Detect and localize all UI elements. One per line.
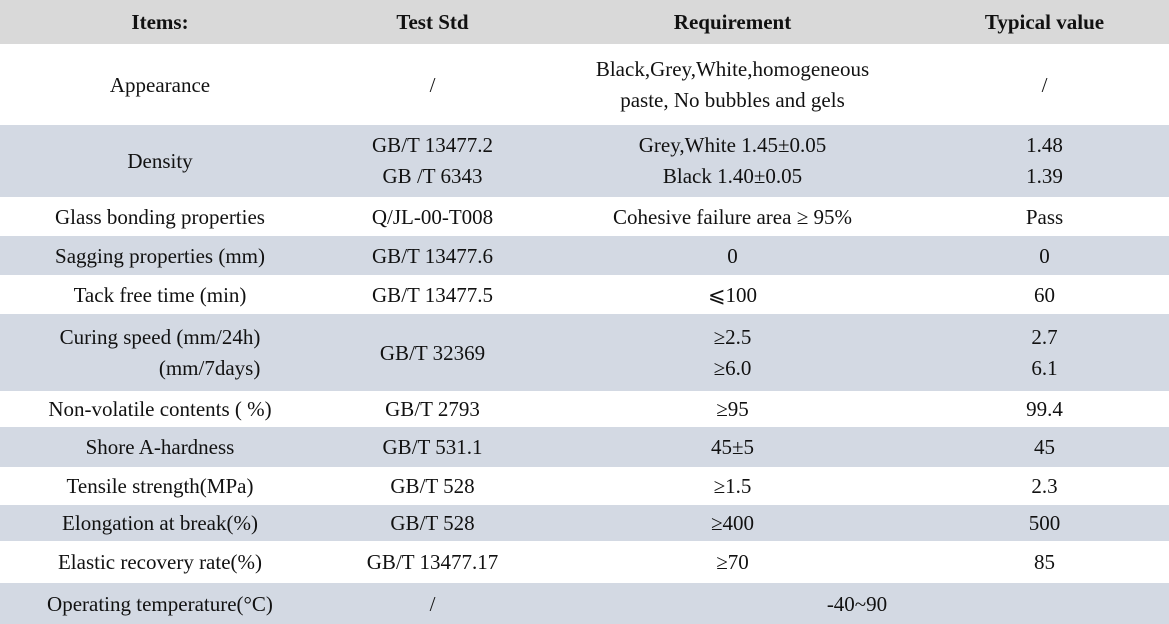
sagging-properties-typical-value-cell: 0	[1039, 243, 1050, 268]
elastic-recovery-rate-test-std-cell: GB/T 13477.17	[366, 550, 499, 575]
tack-free-time-test-std-cell: GB/T 13477.5	[372, 282, 493, 307]
elongation-at-break-test-std-cell: GB/T 528	[390, 511, 475, 536]
table-row-curing-speed: Curing speed (mm/24h) (mm/7days) GB/T 3236…	[0, 314, 1169, 391]
operating-temperature-item-cell: Operating temperature(°C)	[47, 591, 273, 616]
sagging-properties-requirement-cell: 0	[727, 243, 738, 268]
table-row-tack-free-time: Tack free time (min) GB/T 13477.5 ⩽100 60	[0, 275, 1169, 314]
column-header-requirement: Requirement	[673, 9, 792, 34]
operating-temperature-test-std-cell: /	[429, 591, 436, 616]
tensile-strength-requirement-cell: ≥1.5	[713, 474, 752, 499]
shore-a-hardness-requirement-cell: 45±5	[710, 435, 755, 460]
glass-bonding-properties-typical-value-cell: Pass	[1025, 204, 1064, 229]
header-row: Items: Test Std Requirement Typical valu…	[0, 0, 1169, 44]
table-row-sagging-properties: Sagging properties (mm) GB/T 13477.6 0 0	[0, 236, 1169, 275]
elongation-at-break-item-cell: Elongation at break(%)	[62, 511, 258, 536]
elastic-recovery-rate-typical-value-cell: 85	[1034, 550, 1055, 575]
shore-a-hardness-test-std-cell: GB/T 531.1	[382, 435, 483, 460]
curing-speed-requirement-cell: ≥2.5 ≥6.0	[713, 324, 752, 380]
tack-free-time-typical-value-cell: 60	[1034, 282, 1055, 307]
table-row-glass-bonding-properties: Glass bonding properties Q/JL-00-T008 Cohe…	[0, 197, 1169, 236]
density-typical-value-cell: 1.48 1.39	[1026, 133, 1063, 188]
elongation-at-break-typical-value-cell: 500	[1028, 511, 1061, 536]
tensile-strength-item-cell: Tensile strength(MPa)	[66, 474, 254, 499]
sagging-properties-item-cell: Sagging properties (mm)	[55, 243, 265, 268]
column-header-typical-value: Typical value	[984, 9, 1105, 34]
glass-bonding-properties-test-std-cell: Q/JL-00-T008	[371, 204, 494, 229]
density-requirement-cell: Grey,White 1.45±0.05 Black 1.40±0.05	[638, 133, 827, 188]
operating-temperature-requirement-cell: -40~90	[826, 591, 888, 616]
curing-speed-test-std-cell: GB/T 32369	[379, 340, 486, 365]
tensile-strength-typical-value-cell: 2.3	[1031, 474, 1058, 499]
non-volatile-contents-typical-value-cell: 99.4	[1026, 397, 1063, 422]
tensile-strength-test-std-cell: GB/T 528	[390, 474, 475, 499]
appearance-typical-value-cell: /	[1041, 72, 1048, 97]
density-item-cell: Density	[127, 149, 193, 174]
density-test-std-cell: GB/T 13477.2 GB /T 6343	[372, 133, 493, 188]
table-row-operating-temperature: Operating temperature(°C) / -40~90	[0, 583, 1169, 624]
non-volatile-contents-test-std-cell: GB/T 2793	[385, 397, 480, 422]
table-row-elastic-recovery-rate: Elastic recovery rate(%) GB/T 13477.17 ≥70…	[0, 541, 1169, 583]
shore-a-hardness-typical-value-cell: 45	[1034, 435, 1055, 460]
non-volatile-contents-requirement-cell: ≥95	[716, 397, 749, 422]
tack-free-time-requirement-cell: ⩽100	[707, 282, 758, 307]
table-row-tensile-strength: Tensile strength(MPa) GB/T 528 ≥1.5 2.3	[0, 467, 1169, 505]
elastic-recovery-rate-item-cell: Elastic recovery rate(%)	[57, 550, 263, 575]
column-header-items: Items:	[131, 9, 189, 34]
table-row-appearance: Appearance / Black,Grey,White,homogeneous p…	[0, 44, 1169, 125]
shore-a-hardness-item-cell: Shore A-hardness	[85, 435, 235, 460]
appearance-test-std-cell: /	[429, 72, 436, 97]
curing-speed-item-cell: Curing speed (mm/24h) (mm/7days)	[59, 324, 261, 380]
non-volatile-contents-item-cell: Non-volatile contents ( %)	[48, 397, 272, 422]
elongation-at-break-requirement-cell: ≥400	[710, 511, 755, 536]
column-header-test-std: Test Std	[396, 9, 469, 34]
sagging-properties-test-std-cell: GB/T 13477.6	[372, 243, 493, 268]
elastic-recovery-rate-requirement-cell: ≥70	[716, 550, 749, 575]
table-row-shore-a-hardness: Shore A-hardness GB/T 531.1 45±5 45	[0, 427, 1169, 467]
table-row-non-volatile-contents: Non-volatile contents ( %) GB/T 2793 ≥95 99…	[0, 391, 1169, 427]
curing-speed-typical-value-cell: 2.7 6.1	[1031, 324, 1058, 380]
appearance-requirement-cell: Black,Grey,White,homogeneous paste, No bu…	[595, 56, 870, 112]
tack-free-time-item-cell: Tack free time (min)	[73, 282, 247, 307]
glass-bonding-properties-requirement-cell: Cohesive failure area ≥ 95%	[613, 204, 852, 229]
table-row-density: Density GB/T 13477.2 GB /T 6343 Grey,White …	[0, 125, 1169, 197]
glass-bonding-properties-item-cell: Glass bonding properties	[55, 204, 265, 229]
table-row-elongation-at-break: Elongation at break(%) GB/T 528 ≥400 500	[0, 505, 1169, 541]
spec-table-body: Appearance / Black,Grey,White,homogeneous p…	[0, 44, 1169, 624]
appearance-item-cell: Appearance	[109, 72, 211, 97]
